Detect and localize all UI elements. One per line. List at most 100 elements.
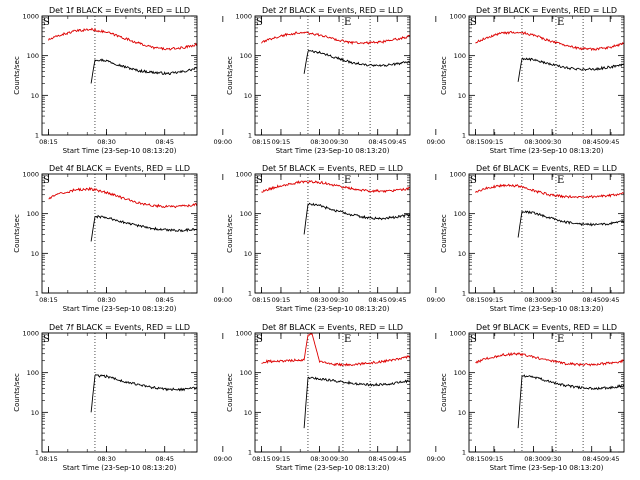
x-tick-label: 08:45 xyxy=(155,455,174,463)
x-axis-label: Start Time (23-Sep-10 08:13:20) xyxy=(63,464,177,472)
series-lld-line xyxy=(475,183,624,199)
x-tick-label: 08:45 xyxy=(368,455,387,463)
x-tick-label: 09:45 xyxy=(388,455,407,463)
x-tick-label: 08:15 xyxy=(466,455,485,463)
x-tick-label: 09:45 xyxy=(601,138,620,146)
start-marker: S xyxy=(470,175,477,186)
start-marker: S xyxy=(256,175,263,186)
x-axis-label: Start Time (23-Sep-10 08:13:20) xyxy=(63,305,177,313)
y-tick-label: 100 xyxy=(27,369,39,377)
x-tick-label: 08:15 xyxy=(466,296,485,304)
x-axis-label: Start Time (23-Sep-10 08:13:20) xyxy=(276,464,390,472)
plot-frame xyxy=(468,332,625,453)
series-lld-line xyxy=(48,186,197,209)
start-marker: S xyxy=(43,175,50,186)
x-tick-label: 09:15 xyxy=(485,296,504,304)
y-tick-label: 1000 xyxy=(235,13,252,21)
y-axis: 1 10 100 1000 xyxy=(449,171,624,298)
end-marker: E xyxy=(344,17,351,28)
x-tick-label: 08:45 xyxy=(582,455,601,463)
y-tick-label: 1000 xyxy=(22,13,39,21)
x-tick-label: 09:15 xyxy=(272,455,291,463)
y-tick-label: 1 xyxy=(462,449,466,457)
x-tick-label: 08:15 xyxy=(252,455,271,463)
panel-title: Det 5f BLACK = Events, RED = LLD xyxy=(262,164,403,173)
x-tick-label: 08:30 xyxy=(524,455,543,463)
start-marker: S xyxy=(256,334,263,345)
y-tick-label: 1 xyxy=(462,132,466,140)
y-axis-label: Counts/sec xyxy=(440,56,448,95)
panel-title: Det 4f BLACK = Events, RED = LLD xyxy=(49,164,190,173)
y-tick-label: 10 xyxy=(458,409,466,417)
x-tick-label: 09:15 xyxy=(272,296,291,304)
chart-panel-3: Det 3f BLACK = Events, RED = LLD 1 10 100 10… xyxy=(440,6,625,155)
x-tick-label: 08:45 xyxy=(368,296,387,304)
start-marker: S xyxy=(256,17,263,28)
x-tick-label: 09:30 xyxy=(330,455,349,463)
panel-title: Det 8f BLACK = Events, RED = LLD xyxy=(262,323,403,332)
x-tick-label: 09:45 xyxy=(388,296,407,304)
x-tick-label: 09:45 xyxy=(388,138,407,146)
plot-area xyxy=(475,30,624,82)
panel-title: Det 2f BLACK = Events, RED = LLD xyxy=(262,6,403,15)
x-tick-label: 08:15 xyxy=(39,455,58,463)
y-tick-label: 1000 xyxy=(449,330,466,338)
y-axis-label: Counts/sec xyxy=(226,214,234,253)
x-axis-label: Start Time (23-Sep-10 08:13:20) xyxy=(490,147,604,155)
start-marker: S xyxy=(43,334,50,345)
x-tick-label: 08:15 xyxy=(39,296,58,304)
x-axis-label: Start Time (23-Sep-10 08:13:20) xyxy=(276,305,390,313)
x-tick-label: 09:30 xyxy=(543,455,562,463)
end-marker: E xyxy=(557,334,564,345)
y-tick-label: 10 xyxy=(31,250,39,258)
y-tick-label: 1 xyxy=(35,449,39,457)
y-tick-label: 100 xyxy=(27,210,39,218)
y-axis-label: Counts/sec xyxy=(226,56,234,95)
series-events-line xyxy=(517,57,624,82)
end-marker: E xyxy=(344,175,351,186)
x-tick-label: 08:45 xyxy=(155,138,174,146)
y-axis: 1 10 100 1000 xyxy=(22,13,197,140)
panel-title: Det 3f BLACK = Events, RED = LLD xyxy=(476,6,617,15)
series-lld-line xyxy=(48,27,197,51)
end-marker: E xyxy=(557,17,564,28)
y-axis: 1 10 100 1000 xyxy=(235,13,410,140)
plot-frame xyxy=(254,332,411,453)
series-lld-line xyxy=(261,31,410,45)
y-tick-label: 1000 xyxy=(22,171,39,179)
y-tick-label: 10 xyxy=(244,92,252,100)
x-axis-label: Start Time (23-Sep-10 08:13:20) xyxy=(276,147,390,155)
series-events-line xyxy=(90,214,197,242)
chart-panel-1: Det 1f BLACK = Events, RED = LLD11010010… xyxy=(13,6,407,155)
chart-panel-5: Det 5f BLACK = Events, RED = LLD11010010… xyxy=(226,164,620,313)
x-tick-label: 09:00 xyxy=(213,296,232,304)
x-tick-label: 09:00 xyxy=(426,296,445,304)
x-tick-label: 08:15 xyxy=(252,138,271,146)
x-tick-label: 09:00 xyxy=(213,455,232,463)
x-tick-label: 08:30 xyxy=(524,296,543,304)
series-lld-line xyxy=(261,333,410,367)
plot-frame xyxy=(254,15,411,136)
x-tick-label: 09:00 xyxy=(426,138,445,146)
plot-area xyxy=(90,374,197,413)
y-tick-label: 10 xyxy=(458,92,466,100)
x-tick-label: 08:30 xyxy=(524,138,543,146)
chart-panel-6: Det 6f BLACK = Events, RED = LLD 1 10 100 10… xyxy=(440,164,625,313)
chart-panel-4: Det 4f BLACK = Events, RED = LLD11010010… xyxy=(13,164,407,313)
y-tick-label: 1000 xyxy=(22,330,39,338)
panel-title: Det 6f BLACK = Events, RED = LLD xyxy=(476,164,617,173)
x-tick-label: 09:30 xyxy=(330,296,349,304)
y-tick-label: 1000 xyxy=(235,171,252,179)
x-tick-label: 09:15 xyxy=(485,455,504,463)
x-tick-label: 09:30 xyxy=(543,296,562,304)
plot-area xyxy=(475,352,624,429)
y-tick-label: 100 xyxy=(454,369,466,377)
x-tick-label: 08:15 xyxy=(39,138,58,146)
series-lld-line xyxy=(475,30,624,52)
